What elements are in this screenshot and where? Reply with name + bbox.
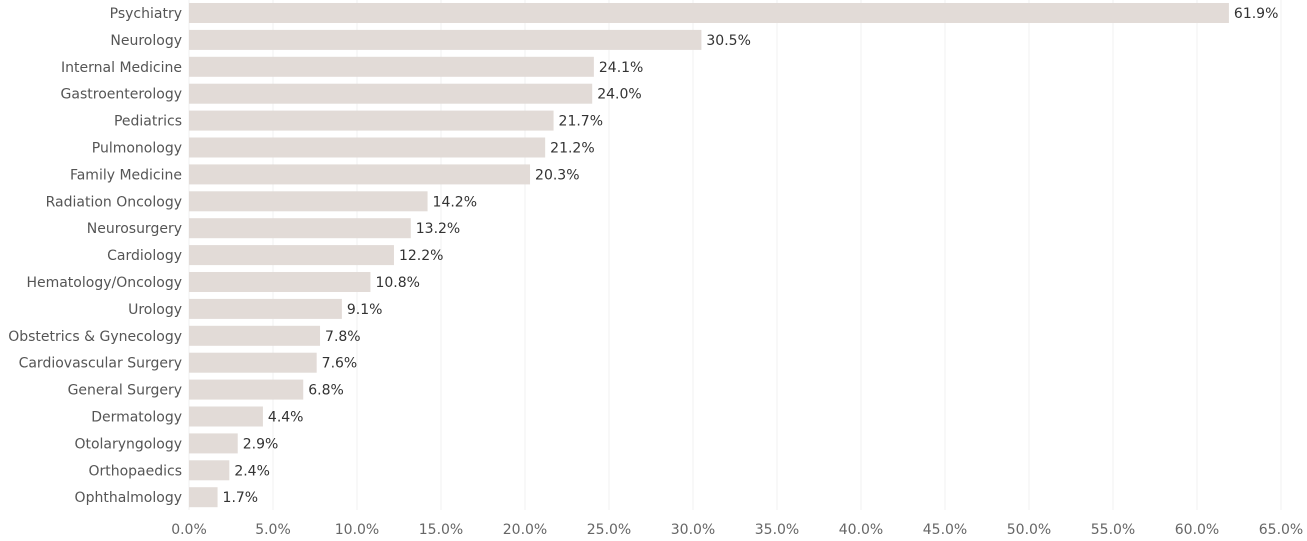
data-label: 7.8% bbox=[325, 329, 361, 345]
data-label: 24.1% bbox=[599, 60, 643, 76]
data-label: 2.9% bbox=[243, 436, 279, 452]
x-tick-label: 40.0% bbox=[839, 522, 883, 538]
bar bbox=[189, 272, 371, 292]
category-label: Otolaryngology bbox=[74, 436, 182, 452]
bar bbox=[189, 487, 218, 508]
category-label: Gastroenterology bbox=[61, 87, 182, 103]
category-label: Internal Medicine bbox=[61, 60, 182, 76]
data-label: 10.8% bbox=[375, 275, 419, 291]
data-label: 13.2% bbox=[416, 221, 460, 237]
category-label: Obstetrics & Gynecology bbox=[8, 329, 182, 345]
bar bbox=[189, 191, 428, 212]
x-tick-label: 5.0% bbox=[255, 522, 291, 538]
category-label: Family Medicine bbox=[70, 167, 182, 183]
category-label: Orthopaedics bbox=[88, 463, 182, 479]
category-label: Hematology/Oncology bbox=[26, 275, 182, 291]
bar bbox=[189, 110, 554, 131]
bar bbox=[189, 460, 230, 481]
data-label: 21.7% bbox=[559, 114, 603, 130]
category-label: Urology bbox=[128, 302, 182, 318]
bar bbox=[189, 218, 411, 239]
bar bbox=[189, 164, 531, 185]
x-tick-label: 35.0% bbox=[755, 522, 799, 538]
x-tick-label: 65.0% bbox=[1259, 522, 1303, 538]
data-label: 14.2% bbox=[433, 194, 477, 210]
data-label: 1.7% bbox=[223, 490, 259, 506]
bar bbox=[189, 56, 594, 77]
x-tick-label: 0.0% bbox=[171, 522, 207, 538]
x-tick-label: 10.0% bbox=[335, 522, 379, 538]
data-label: 12.2% bbox=[399, 248, 443, 264]
data-label: 20.3% bbox=[535, 167, 579, 183]
bar bbox=[189, 325, 321, 346]
bar bbox=[189, 29, 702, 50]
category-label: Neurology bbox=[110, 33, 182, 49]
bar bbox=[189, 433, 238, 454]
bar bbox=[189, 298, 342, 319]
category-label: Radiation Oncology bbox=[46, 194, 182, 210]
bars bbox=[189, 3, 1229, 508]
data-label: 21.2% bbox=[550, 141, 594, 157]
data-label: 4.4% bbox=[268, 410, 304, 426]
x-tick-label: 60.0% bbox=[1175, 522, 1219, 538]
data-label: 7.6% bbox=[322, 356, 358, 372]
category-label: General Surgery bbox=[68, 383, 182, 399]
category-label: Cardiovascular Surgery bbox=[19, 356, 182, 372]
x-tick-label: 45.0% bbox=[923, 522, 967, 538]
bar bbox=[189, 83, 593, 104]
category-label: Dermatology bbox=[91, 410, 182, 426]
category-label: Pulmonology bbox=[92, 141, 182, 157]
data-label: 6.8% bbox=[308, 383, 344, 399]
category-labels: Psychiatry Neurology Internal Medicine Gast… bbox=[8, 6, 182, 506]
value-labels: 61.9% 30.5% 24.1% 24.0% 21.7% 21.2% 20.3% 14.2%… bbox=[223, 6, 1279, 506]
bar bbox=[189, 406, 263, 427]
bar bbox=[189, 3, 1229, 23]
bar bbox=[189, 379, 304, 400]
bar bbox=[189, 137, 546, 158]
category-label: Cardiology bbox=[107, 248, 182, 264]
x-axis-ticks: 0.0% 5.0% 10.0% 15.0% 20.0% 25.0% 30.0% 35.0% 40… bbox=[171, 522, 1303, 538]
data-label: 2.4% bbox=[234, 463, 270, 479]
data-label: 24.0% bbox=[597, 87, 641, 103]
x-tick-label: 50.0% bbox=[1007, 522, 1051, 538]
x-tick-label: 55.0% bbox=[1091, 522, 1135, 538]
x-tick-label: 15.0% bbox=[419, 522, 463, 538]
x-tick-label: 30.0% bbox=[671, 522, 715, 538]
x-tick-label: 25.0% bbox=[587, 522, 631, 538]
data-label: 30.5% bbox=[706, 33, 750, 49]
category-label: Ophthalmology bbox=[75, 490, 182, 506]
data-label: 61.9% bbox=[1234, 6, 1278, 22]
gridlines bbox=[188, 0, 1282, 510]
category-label: Psychiatry bbox=[110, 6, 182, 22]
bar bbox=[189, 245, 394, 266]
bar bbox=[189, 352, 317, 373]
category-label: Pediatrics bbox=[114, 114, 182, 130]
category-label: Neurosurgery bbox=[87, 221, 182, 237]
x-tick-label: 20.0% bbox=[503, 522, 547, 538]
data-label: 9.1% bbox=[347, 302, 383, 318]
